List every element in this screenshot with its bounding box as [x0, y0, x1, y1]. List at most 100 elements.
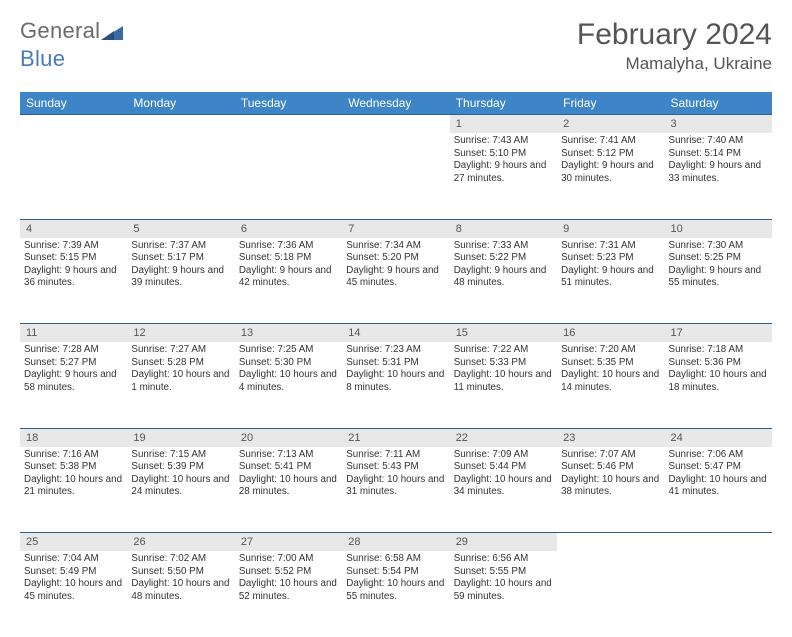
- weekday-header: Monday: [127, 92, 234, 115]
- day-number-cell: 25: [20, 533, 127, 552]
- day-detail-cell: Sunrise: 7:15 AMSunset: 5:39 PMDaylight:…: [127, 447, 234, 533]
- day-detail-cell: Sunrise: 7:39 AMSunset: 5:15 PMDaylight:…: [20, 238, 127, 324]
- day-number-cell: 16: [557, 324, 664, 343]
- day-details: Sunrise: 7:37 AMSunset: 5:17 PMDaylight:…: [131, 240, 230, 290]
- day-details: Sunrise: 7:11 AMSunset: 5:43 PMDaylight:…: [346, 449, 445, 499]
- day-number-cell: 1: [450, 115, 557, 134]
- day-number-cell: 8: [450, 219, 557, 238]
- day-details: Sunrise: 7:23 AMSunset: 5:31 PMDaylight:…: [346, 344, 445, 394]
- logo-part1: General: [20, 18, 100, 43]
- day-detail-row: Sunrise: 7:39 AMSunset: 5:15 PMDaylight:…: [20, 238, 772, 324]
- day-detail-cell: Sunrise: 7:37 AMSunset: 5:17 PMDaylight:…: [127, 238, 234, 324]
- day-detail-cell: Sunrise: 7:23 AMSunset: 5:31 PMDaylight:…: [342, 342, 449, 428]
- day-detail-cell: [665, 551, 772, 637]
- day-detail-row: Sunrise: 7:16 AMSunset: 5:38 PMDaylight:…: [20, 447, 772, 533]
- day-detail-cell: [342, 133, 449, 219]
- day-number-row: 45678910: [20, 219, 772, 238]
- day-detail-row: Sunrise: 7:43 AMSunset: 5:10 PMDaylight:…: [20, 133, 772, 219]
- day-number-cell: [127, 115, 234, 134]
- day-details: Sunrise: 7:39 AMSunset: 5:15 PMDaylight:…: [24, 240, 123, 290]
- day-number-cell: [557, 533, 664, 552]
- day-details: Sunrise: 7:43 AMSunset: 5:10 PMDaylight:…: [454, 135, 553, 185]
- day-detail-cell: Sunrise: 7:13 AMSunset: 5:41 PMDaylight:…: [235, 447, 342, 533]
- day-details: Sunrise: 7:31 AMSunset: 5:23 PMDaylight:…: [561, 240, 660, 290]
- day-detail-cell: Sunrise: 7:30 AMSunset: 5:25 PMDaylight:…: [665, 238, 772, 324]
- day-number-cell: 10: [665, 219, 772, 238]
- title-block: February 2024 Mamalyha, Ukraine: [577, 18, 772, 74]
- day-detail-cell: [127, 133, 234, 219]
- logo-text: General Blue: [20, 18, 123, 72]
- day-details: Sunrise: 7:18 AMSunset: 5:36 PMDaylight:…: [669, 344, 768, 394]
- day-number-cell: 13: [235, 324, 342, 343]
- day-number-cell: 21: [342, 428, 449, 447]
- day-detail-cell: [235, 133, 342, 219]
- logo-icon: [101, 20, 123, 46]
- weekday-header: Sunday: [20, 92, 127, 115]
- day-detail-cell: Sunrise: 7:09 AMSunset: 5:44 PMDaylight:…: [450, 447, 557, 533]
- day-detail-cell: Sunrise: 7:31 AMSunset: 5:23 PMDaylight:…: [557, 238, 664, 324]
- day-detail-cell: Sunrise: 7:40 AMSunset: 5:14 PMDaylight:…: [665, 133, 772, 219]
- day-detail-cell: Sunrise: 7:00 AMSunset: 5:52 PMDaylight:…: [235, 551, 342, 637]
- day-number-cell: [20, 115, 127, 134]
- day-number-cell: 28: [342, 533, 449, 552]
- day-detail-cell: Sunrise: 7:22 AMSunset: 5:33 PMDaylight:…: [450, 342, 557, 428]
- day-number-cell: [235, 115, 342, 134]
- day-number-row: 11121314151617: [20, 324, 772, 343]
- day-details: Sunrise: 7:16 AMSunset: 5:38 PMDaylight:…: [24, 449, 123, 499]
- day-details: Sunrise: 7:30 AMSunset: 5:25 PMDaylight:…: [669, 240, 768, 290]
- day-detail-cell: Sunrise: 6:58 AMSunset: 5:54 PMDaylight:…: [342, 551, 449, 637]
- location-label: Mamalyha, Ukraine: [577, 54, 772, 74]
- day-number-cell: 15: [450, 324, 557, 343]
- day-number-cell: 7: [342, 219, 449, 238]
- day-detail-cell: Sunrise: 7:25 AMSunset: 5:30 PMDaylight:…: [235, 342, 342, 428]
- calendar-body: 1 23 Sunrise: 7:43 AMSunset: 5:10 PMDaylig…: [20, 115, 772, 637]
- weekday-header: Saturday: [665, 92, 772, 115]
- weekday-header: Thursday: [450, 92, 557, 115]
- day-details: Sunrise: 7:40 AMSunset: 5:14 PMDaylight:…: [669, 135, 768, 185]
- logo: General Blue: [20, 18, 123, 72]
- day-detail-cell: Sunrise: 7:43 AMSunset: 5:10 PMDaylight:…: [450, 133, 557, 219]
- day-detail-cell: Sunrise: 7:18 AMSunset: 5:36 PMDaylight:…: [665, 342, 772, 428]
- day-number-cell: 5: [127, 219, 234, 238]
- day-detail-cell: Sunrise: 7:33 AMSunset: 5:22 PMDaylight:…: [450, 238, 557, 324]
- day-details: Sunrise: 7:07 AMSunset: 5:46 PMDaylight:…: [561, 449, 660, 499]
- day-number-cell: 9: [557, 219, 664, 238]
- day-detail-cell: [557, 551, 664, 637]
- day-detail-cell: Sunrise: 7:06 AMSunset: 5:47 PMDaylight:…: [665, 447, 772, 533]
- day-details: Sunrise: 7:09 AMSunset: 5:44 PMDaylight:…: [454, 449, 553, 499]
- day-detail-cell: Sunrise: 7:41 AMSunset: 5:12 PMDaylight:…: [557, 133, 664, 219]
- day-detail-row: Sunrise: 7:04 AMSunset: 5:49 PMDaylight:…: [20, 551, 772, 637]
- day-details: Sunrise: 7:00 AMSunset: 5:52 PMDaylight:…: [239, 553, 338, 603]
- day-detail-cell: Sunrise: 7:16 AMSunset: 5:38 PMDaylight:…: [20, 447, 127, 533]
- day-number-cell: 29: [450, 533, 557, 552]
- day-details: Sunrise: 7:06 AMSunset: 5:47 PMDaylight:…: [669, 449, 768, 499]
- day-detail-cell: Sunrise: 7:34 AMSunset: 5:20 PMDaylight:…: [342, 238, 449, 324]
- day-detail-cell: Sunrise: 7:02 AMSunset: 5:50 PMDaylight:…: [127, 551, 234, 637]
- page-title: February 2024: [577, 18, 772, 52]
- day-number-cell: 11: [20, 324, 127, 343]
- day-number-cell: 24: [665, 428, 772, 447]
- day-details: Sunrise: 7:15 AMSunset: 5:39 PMDaylight:…: [131, 449, 230, 499]
- day-number-cell: 27: [235, 533, 342, 552]
- weekday-header-row: Sunday Monday Tuesday Wednesday Thursday…: [20, 92, 772, 115]
- day-detail-cell: [20, 133, 127, 219]
- day-detail-cell: Sunrise: 7:20 AMSunset: 5:35 PMDaylight:…: [557, 342, 664, 428]
- day-number-cell: 18: [20, 428, 127, 447]
- day-details: Sunrise: 7:25 AMSunset: 5:30 PMDaylight:…: [239, 344, 338, 394]
- day-number-cell: 12: [127, 324, 234, 343]
- day-number-cell: 22: [450, 428, 557, 447]
- day-details: Sunrise: 6:56 AMSunset: 5:55 PMDaylight:…: [454, 553, 553, 603]
- weekday-header: Tuesday: [235, 92, 342, 115]
- logo-part2: Blue: [20, 46, 65, 71]
- day-number-cell: 2: [557, 115, 664, 134]
- day-details: Sunrise: 7:41 AMSunset: 5:12 PMDaylight:…: [561, 135, 660, 185]
- calendar-table: Sunday Monday Tuesday Wednesday Thursday…: [20, 92, 772, 637]
- day-details: Sunrise: 6:58 AMSunset: 5:54 PMDaylight:…: [346, 553, 445, 603]
- day-number-row: 2526272829: [20, 533, 772, 552]
- day-number-cell: [342, 115, 449, 134]
- day-details: Sunrise: 7:36 AMSunset: 5:18 PMDaylight:…: [239, 240, 338, 290]
- day-number-cell: 23: [557, 428, 664, 447]
- day-number-cell: 17: [665, 324, 772, 343]
- day-detail-cell: Sunrise: 6:56 AMSunset: 5:55 PMDaylight:…: [450, 551, 557, 637]
- day-detail-cell: Sunrise: 7:28 AMSunset: 5:27 PMDaylight:…: [20, 342, 127, 428]
